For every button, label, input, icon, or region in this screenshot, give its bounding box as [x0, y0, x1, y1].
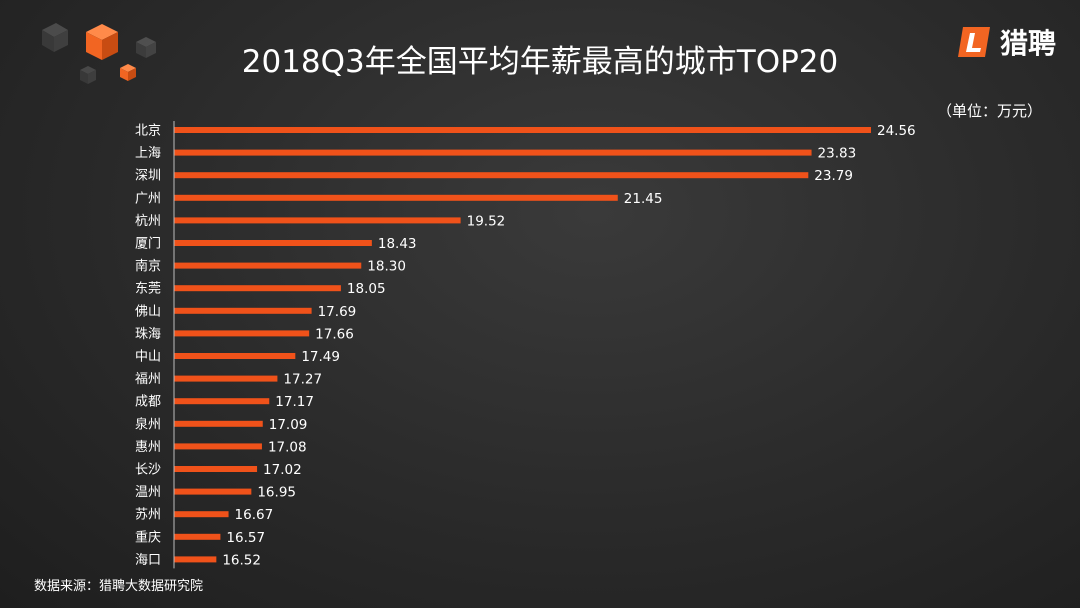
value-label: 17.09: [269, 417, 308, 433]
category-label: 苏州: [135, 507, 161, 523]
bar: [174, 511, 229, 518]
category-label: 深圳: [135, 169, 161, 184]
value-label: 16.57: [226, 530, 265, 546]
category-label: 杭州: [135, 214, 161, 229]
category-label: 厦门: [135, 237, 161, 252]
bar: [174, 240, 372, 246]
bar: [174, 533, 221, 540]
bar: [174, 262, 362, 269]
value-label: 18.05: [347, 281, 386, 297]
bar: [174, 556, 217, 563]
category-label: 福州: [135, 372, 161, 387]
bar: [174, 149, 812, 156]
category-label: 惠州: [135, 440, 161, 455]
category-label: 上海: [135, 146, 161, 161]
bar: [174, 307, 312, 314]
bar: [174, 375, 278, 382]
bar: [174, 466, 258, 472]
value-label: 16.52: [222, 552, 261, 568]
category-label: 长沙: [135, 463, 161, 478]
category-label: 珠海: [135, 327, 161, 342]
bar: [174, 127, 871, 133]
category-label: 佛山: [135, 304, 161, 319]
value-label: 23.79: [814, 168, 853, 184]
category-label: 海口: [135, 553, 161, 568]
data-source: 数据来源：猎聘大数据研究院: [34, 579, 204, 594]
value-label: 21.45: [624, 191, 663, 207]
value-label: 16.67: [235, 507, 274, 523]
value-label: 16.95: [257, 485, 296, 501]
bar: [174, 420, 263, 427]
category-label: 东莞: [135, 282, 161, 297]
value-label: 19.52: [467, 213, 506, 229]
value-label: 23.83: [818, 146, 857, 162]
value-label: 17.66: [315, 326, 354, 342]
logo-text: 猎聘: [999, 27, 1056, 60]
category-label: 温州: [135, 485, 161, 500]
category-label: 北京: [135, 124, 161, 139]
value-label: 24.56: [877, 123, 916, 139]
value-label: 18.30: [367, 259, 406, 275]
bar: [174, 488, 252, 495]
unit-label: （单位：万元）: [936, 102, 1042, 120]
bar: [174, 285, 341, 292]
brand-logo: 猎聘: [954, 22, 1056, 62]
bar: [174, 172, 809, 179]
category-label: 中山: [135, 350, 161, 365]
category-label: 重庆: [135, 529, 161, 545]
bar: [174, 443, 262, 450]
bar: [174, 398, 270, 405]
bar: [174, 330, 310, 337]
category-label: 泉州: [135, 416, 161, 432]
category-label: 南京: [135, 258, 161, 274]
value-label: 17.49: [301, 349, 340, 365]
value-label: 17.17: [275, 394, 314, 410]
cube-cluster-decoration: [42, 23, 156, 84]
liepin-logo-icon: [957, 27, 990, 57]
value-label: 17.02: [263, 462, 302, 478]
chart-title: 2018Q3年全国平均年薪最高的城市TOP20: [241, 44, 839, 80]
category-label: 成都: [135, 395, 161, 410]
bar: [174, 353, 296, 359]
category-label: 广州: [135, 191, 161, 206]
value-label: 17.08: [268, 439, 307, 455]
bar: [174, 194, 618, 201]
value-label: 18.43: [378, 236, 417, 252]
bar: [174, 217, 461, 224]
value-label: 17.27: [283, 372, 322, 388]
value-label: 17.69: [318, 304, 357, 320]
